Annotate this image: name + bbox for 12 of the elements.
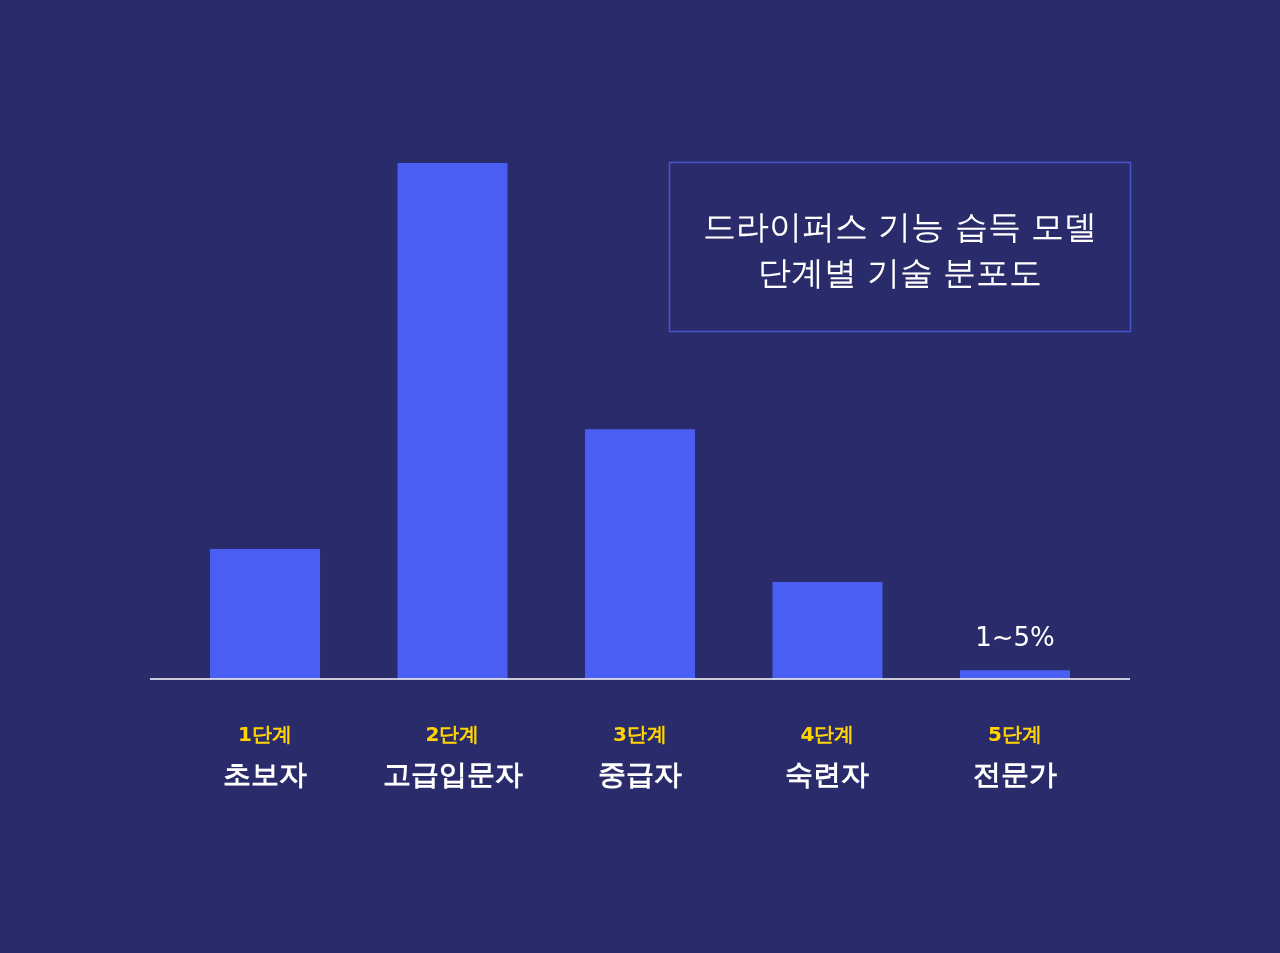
x-tick-label: 4단계 숙련자	[785, 722, 870, 791]
x-tick-label: 1단계 초보자	[223, 722, 308, 791]
x-tick-label: 5단계 전문가	[972, 722, 1057, 791]
text: 드라이퍼스 기능 습득 모델 단계별 기술 분포도	[702, 207, 1098, 292]
bar	[959, 670, 1070, 679]
bar	[584, 429, 696, 679]
annotation: 1~5%	[975, 622, 1055, 653]
bar	[772, 581, 883, 679]
bar	[397, 163, 508, 679]
x-tick-label: 3단계 중급자	[598, 722, 682, 791]
bar	[210, 548, 321, 679]
x-tick-label: 2단계 고급입문자	[382, 722, 523, 791]
